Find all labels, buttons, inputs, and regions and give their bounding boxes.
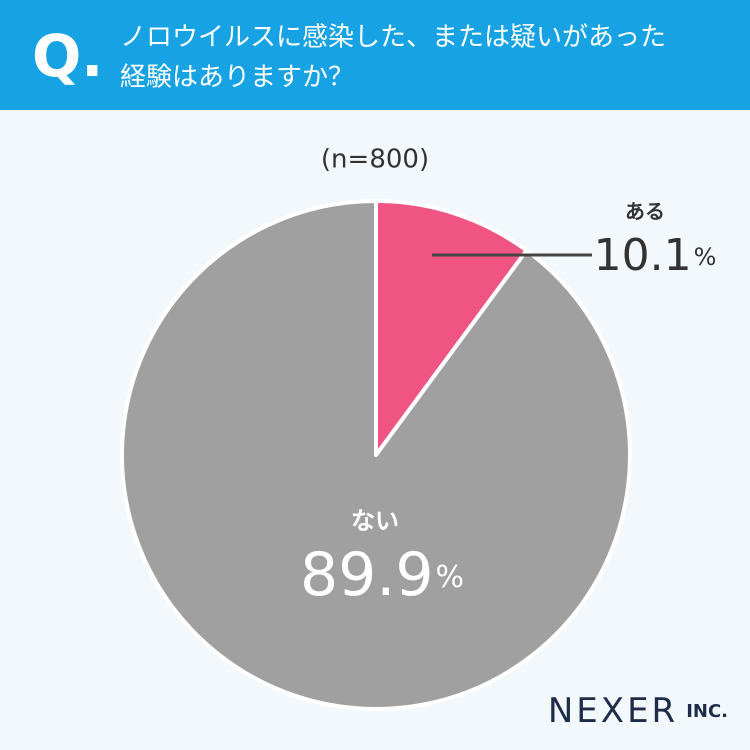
pie	[120, 199, 632, 711]
value-label: 89.9%	[300, 540, 464, 610]
brand-suffix: INC.	[686, 701, 728, 722]
pie-slice	[374, 199, 529, 457]
pie-slice	[120, 199, 632, 711]
value-unit: %	[694, 243, 717, 271]
slice-label: ない	[351, 507, 399, 535]
sample-size: (n=800)	[321, 145, 429, 175]
header-band	[0, 0, 750, 110]
brand-logo: NEXER INC.	[548, 691, 728, 731]
question-prefix: Q.	[32, 22, 103, 90]
chart-title-line: ノロウイルスに感染した、または疑いがあった	[120, 23, 666, 53]
brand-name: NEXER	[548, 691, 678, 731]
value-label: 10.1%	[594, 230, 717, 281]
chart-title-line: 経験はありますか？	[120, 63, 354, 93]
value-unit: %	[436, 560, 465, 595]
value-number: 89.9	[300, 540, 434, 610]
slice-label: ある	[625, 200, 665, 224]
value-number: 10.1	[594, 230, 692, 281]
